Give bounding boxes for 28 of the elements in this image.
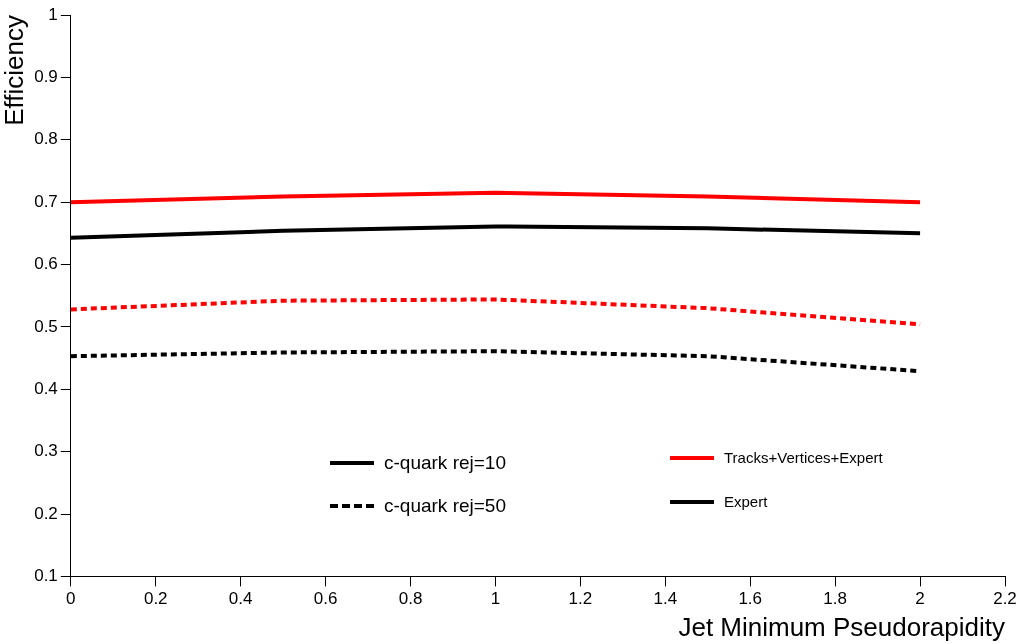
- x-tick-label: 1.8: [823, 589, 847, 609]
- x-tick-label: 0.8: [398, 589, 423, 609]
- x-tick-label: 0.4: [228, 589, 253, 609]
- x-tick-label: 1.4: [653, 589, 678, 609]
- x-tick-label: 1: [490, 589, 501, 609]
- y-tick-label: 0.7: [34, 191, 58, 211]
- x-tick-label: 2: [915, 589, 925, 609]
- y-tick-label: 0.5: [34, 316, 58, 336]
- y-tick-label: 0.9: [34, 67, 58, 87]
- x-tick-label: 0: [66, 589, 76, 609]
- annotation: c-quark rej=50: [384, 495, 506, 517]
- x-tick-label: 2.2: [993, 589, 1017, 609]
- y-axis-title: Efficiency: [0, 15, 29, 126]
- x-tick-label: 0.2: [143, 589, 168, 609]
- annotation: Tracks+Vertices+Expert: [724, 449, 883, 466]
- x-tick-label: 1.6: [738, 589, 763, 609]
- annotation: Expert: [724, 493, 768, 510]
- y-tick-label: 0.8: [34, 129, 58, 149]
- y-tick-label: 0.4: [34, 378, 58, 398]
- x-tick-label: 0.6: [313, 589, 338, 609]
- y-tick-label: 0.1: [34, 566, 58, 586]
- y-tick-label: 1: [48, 4, 58, 24]
- y-tick-label: 0.2: [34, 503, 58, 523]
- y-tick-label: 0.3: [34, 441, 58, 461]
- y-tick-label: 0.6: [34, 254, 58, 274]
- x-tick-label: 1.2: [568, 589, 593, 609]
- x-axis-title: Jet Minimum Pseudorapidity: [678, 611, 1005, 642]
- annotation: c-quark rej=10: [384, 452, 506, 474]
